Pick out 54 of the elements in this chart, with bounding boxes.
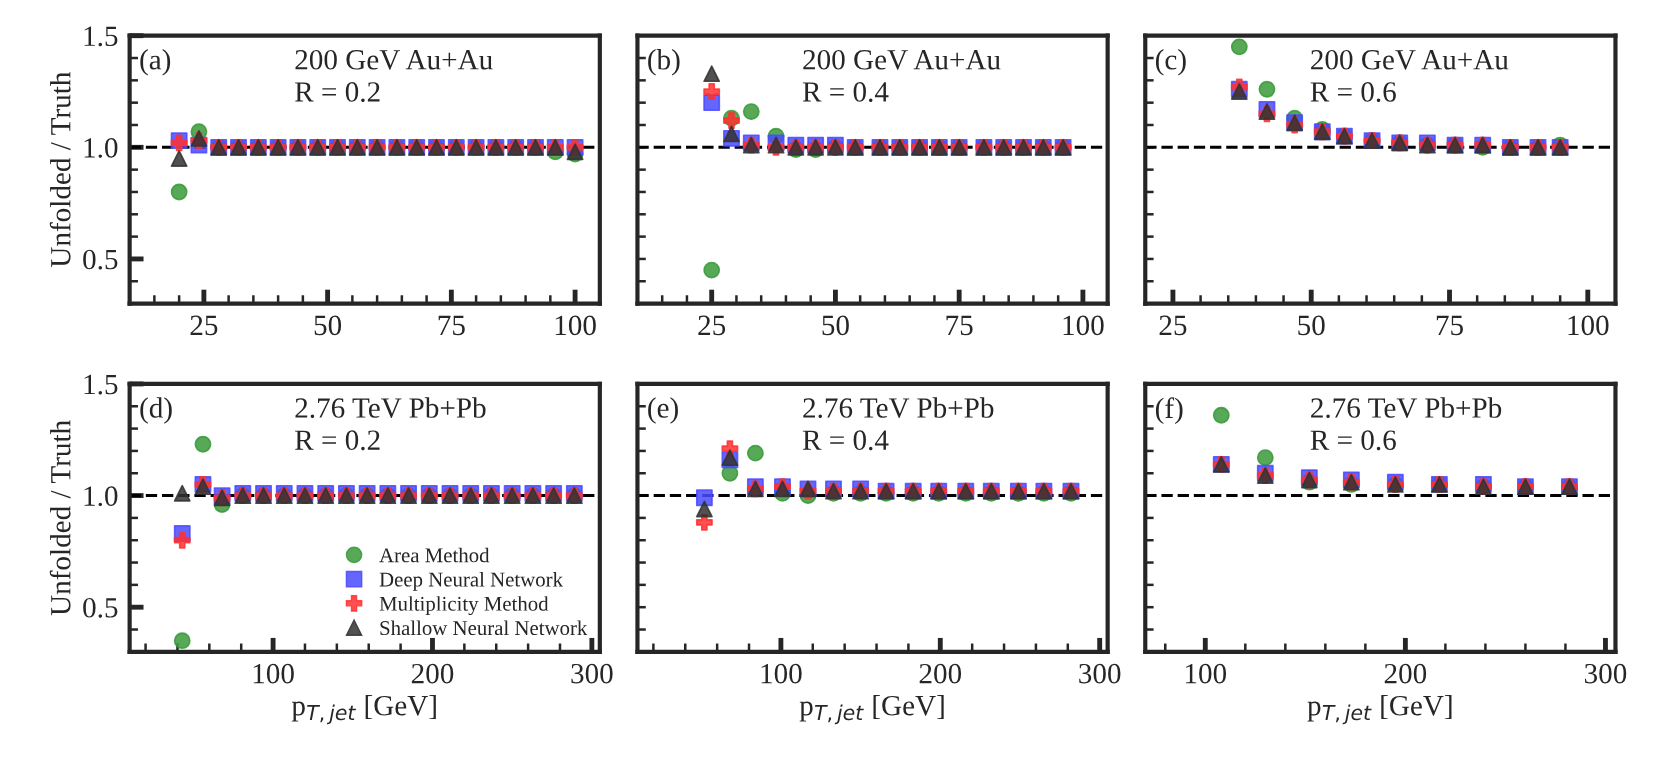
annotation: 200 GeV Au+Au [803,49,1001,70]
annotation: (f) [1155,397,1183,425]
x-tick-label: 300 [571,663,613,684]
annotation: R = 0.4 [802,82,889,102]
x-tick-label: 300 [1079,663,1121,684]
annotation: R = 0.4 [802,430,889,451]
y-tick-label: 1.0 [84,486,118,507]
x-tick-label: 75 [1436,315,1463,336]
x-tick-label: 200 [411,663,454,684]
x-tick-label: 200 [919,663,962,684]
legend-label: Deep Neural Network [379,571,563,591]
x-axis-title: p$_{T,jet}$ [GeV] [1307,694,1452,725]
annotation: 200 GeV Au+Au [1311,49,1509,70]
annotation: (e) [648,397,678,424]
x-tick-label: 100 [555,315,596,336]
x-tick-label: 300 [1584,663,1627,684]
x-tick-label: 100 [1568,315,1609,336]
annotation: R = 0.6 [1310,430,1396,451]
y-tick-label: 1.5 [84,374,118,395]
x-tick-label: 100 [1063,315,1104,336]
y-tick-label: 1.0 [84,138,118,158]
legend-label: Shallow Neural Network [380,620,588,636]
x-tick-label: 50 [314,315,342,336]
annotation: 200 GeV Au+Au [295,49,493,70]
annotation: R = 0.6 [1310,82,1396,102]
annotation: 2.76 TeV Pb+Pb [803,397,994,419]
x-tick-label: 25 [1159,315,1187,336]
legend-label: Area Method [379,547,490,563]
annotation: (c) [1155,49,1186,76]
y-axis-title: Unfolded / Truth [49,420,71,616]
x-tick-label: 50 [1298,315,1325,336]
x-tick-label: 75 [438,315,465,336]
x-tick-label: 100 [253,663,294,684]
x-tick-label: 100 [761,663,802,684]
x-tick-label: 100 [1185,663,1227,684]
annotation: 2.76 TeV Pb+Pb [1311,397,1502,419]
annotation: R = 0.2 [295,430,380,451]
x-tick-label: 75 [946,315,973,336]
x-axis-title: p$_{T,jet}$ [GeV] [291,694,436,725]
y-tick-label: 1.5 [84,26,118,47]
x-tick-label: 25 [190,315,218,336]
x-tick-label: 50 [822,315,849,336]
y-tick-label: 0.5 [83,249,118,270]
y-axis-title: Unfolded / Truth [49,71,71,268]
x-tick-label: 200 [1384,663,1427,684]
y-tick-label: 0.5 [83,597,118,618]
annotation: (b) [648,49,680,76]
legend-label: Multiplicity Method [379,596,549,616]
annotation: R = 0.2 [295,82,380,102]
annotation: (d) [140,397,172,424]
annotation: (a) [140,49,171,76]
annotation: 2.76 TeV Pb+Pb [295,397,486,419]
x-tick-label: 25 [698,315,726,336]
x-axis-title: p$_{T,jet}$ [GeV] [799,694,944,725]
